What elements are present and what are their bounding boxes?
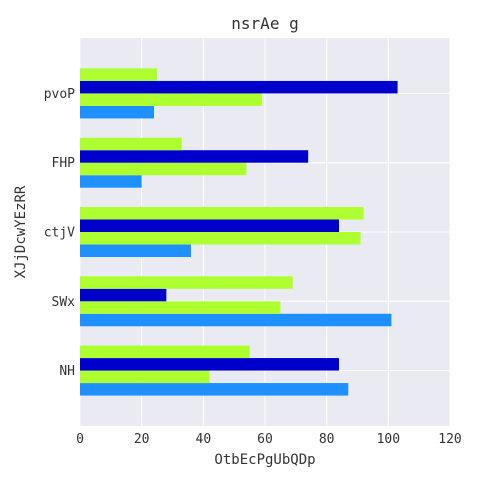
x-tick-label: 20 (134, 432, 150, 447)
bar-FHP-series-1 (80, 175, 142, 188)
bar-FHP-series-2 (80, 162, 247, 176)
bar-SWx-series-3 (80, 288, 167, 302)
y-tick-label: pvoP (44, 87, 75, 102)
bar-FHP-series-3 (80, 150, 309, 163)
x-tick-labels: 0 20 40 60 80 100 120 (76, 432, 462, 447)
x-tick-label: 120 (438, 432, 461, 447)
y-tick-label: FHP (52, 156, 76, 171)
y-tick-labels: NH SWx ctjV FHP pvoP (44, 87, 75, 379)
bar-pvoP-series-3 (80, 80, 398, 94)
chart-title: nsrAe g (231, 14, 298, 33)
x-tick-label: 40 (196, 432, 212, 447)
bar-FHP-series-4 (80, 137, 182, 151)
x-axis-label: OtbEcPgUbQDp (214, 452, 315, 468)
x-tick-label: 80 (319, 432, 335, 447)
bar-pvoP-series-4 (80, 68, 158, 81)
y-tick-label: NH (59, 364, 75, 379)
bar-ctjV-series-1 (80, 244, 191, 257)
bar-NH-series-3 (80, 358, 339, 371)
bar-ctjV-series-4 (80, 207, 364, 220)
bar-pvoP-series-1 (80, 105, 154, 119)
bar-NH-series-1 (80, 383, 349, 396)
bar-pvoP-series-2 (80, 93, 262, 106)
y-tick-label: SWx (52, 295, 76, 310)
bar-SWx-series-4 (80, 276, 293, 289)
x-tick-label: 0 (76, 432, 84, 447)
bars (80, 68, 398, 396)
bar-ctjV-series-3 (80, 219, 339, 232)
y-tick-label: ctjV (44, 226, 75, 241)
bar-SWx-series-1 (80, 313, 392, 327)
bar-SWx-series-2 (80, 301, 281, 314)
bar-ctjV-series-2 (80, 232, 361, 245)
y-axis-label: XJjDcwYEzRR (13, 185, 29, 278)
bar-NH-series-4 (80, 345, 250, 359)
x-tick-label: 100 (377, 432, 400, 447)
bar-NH-series-2 (80, 370, 210, 384)
x-tick-label: 60 (257, 432, 273, 447)
